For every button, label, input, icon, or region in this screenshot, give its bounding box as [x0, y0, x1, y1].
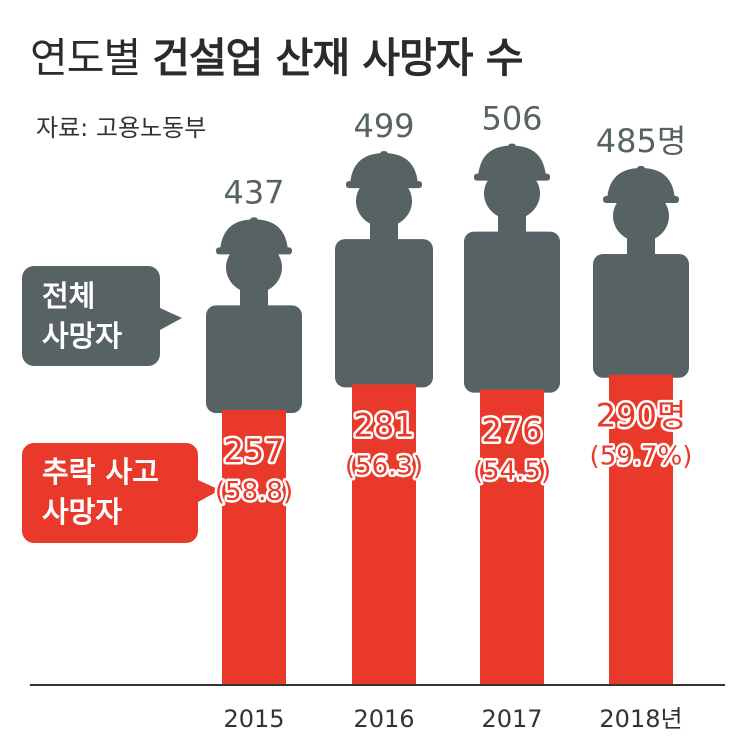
legend-fall-line1: 추락 사고 — [42, 455, 159, 489]
bar-group-2018: 485명 290명 (59.7%) — [587, 122, 695, 685]
legend-total-line1: 전체 — [42, 279, 95, 313]
total-value-label-2018: 485명 — [596, 122, 687, 160]
total-bar-helmet-brim-2015 — [216, 247, 292, 255]
legend-total: 전체 사망자 — [22, 266, 182, 366]
fall-value-label-2017: 276 — [481, 412, 542, 450]
bar-group-2015: 437 257 (58.8) — [206, 173, 302, 685]
fall-share-label-2016: (56.3) — [345, 451, 423, 481]
source-note: 자료: 고용노동부 — [36, 114, 207, 142]
total-bar-helmet-2015 — [220, 219, 288, 252]
title-main: 건설업 산재 사망자 수 — [152, 34, 523, 82]
bar-group-2017: 506 276 (54.5) — [464, 100, 560, 685]
fall-bar-2018 — [609, 374, 673, 685]
total-bar-helmet-ridge-2015 — [250, 217, 258, 232]
x-tick-2015: 2015 — [223, 705, 284, 733]
fall-share-label-2017: (54.5) — [473, 457, 551, 487]
bar-group-2016: 499 281 (56.3) — [335, 107, 433, 685]
fall-value-label-2016: 281 — [353, 406, 414, 444]
legend-fall-pointer — [198, 480, 220, 502]
fall-share-label-2015: (58.8) — [215, 477, 293, 507]
total-bar-helmet-2017 — [478, 145, 546, 178]
legend-fall: 추락 사고 사망자 — [22, 443, 220, 543]
total-bar-helmet-ridge-2016 — [380, 151, 388, 166]
legend-total-line2: 사망자 — [42, 319, 122, 353]
total-bar-body-2017 — [464, 231, 560, 393]
total-bar-body-2018 — [593, 254, 689, 378]
total-bar-helmet-brim-2016 — [346, 181, 422, 189]
fall-value-label-2018: 290명 — [596, 397, 687, 435]
fall-bar-2016 — [352, 384, 416, 685]
title-prefix: 연도별 — [30, 34, 141, 82]
total-bar-helmet-ridge-2017 — [508, 143, 516, 158]
x-tick-2017: 2017 — [481, 705, 542, 733]
total-bar-helmet-ridge-2018 — [637, 166, 645, 181]
total-bar-helmet-brim-2018 — [603, 196, 679, 204]
total-value-label-2017: 506 — [481, 100, 542, 138]
legend-total-box — [22, 266, 160, 366]
total-bar-body-2016 — [335, 239, 433, 388]
legend-fall-line2: 사망자 — [42, 495, 122, 529]
total-bar-helmet-2018 — [607, 168, 675, 201]
fall-value-label-2015: 257 — [223, 432, 284, 470]
x-tick-2016: 2016 — [353, 705, 414, 733]
fall-share-label-2018: (59.7%) — [590, 442, 693, 472]
total-value-label-2015: 437 — [223, 173, 284, 211]
total-bar-body-2015 — [206, 305, 302, 414]
x-tick-2018: 2018년 — [599, 705, 682, 733]
legend-fall-box — [22, 443, 198, 543]
chart-title: 연도별 건설업 산재 사망자 수 — [30, 24, 524, 84]
x-tick-labels: 2015 2016 2017 2018년 — [223, 705, 682, 733]
fall-bar-2015 — [222, 410, 286, 685]
bars-group: 437 257 (58.8) 499 281 (56.3) 506 276 (54.5) 485명… — [206, 100, 695, 685]
total-value-label-2016: 499 — [353, 107, 414, 145]
total-bar-helmet-brim-2017 — [474, 173, 550, 181]
fall-bar-2017 — [480, 389, 544, 685]
total-bar-helmet-2016 — [350, 153, 418, 186]
legend-total-pointer — [160, 308, 182, 330]
